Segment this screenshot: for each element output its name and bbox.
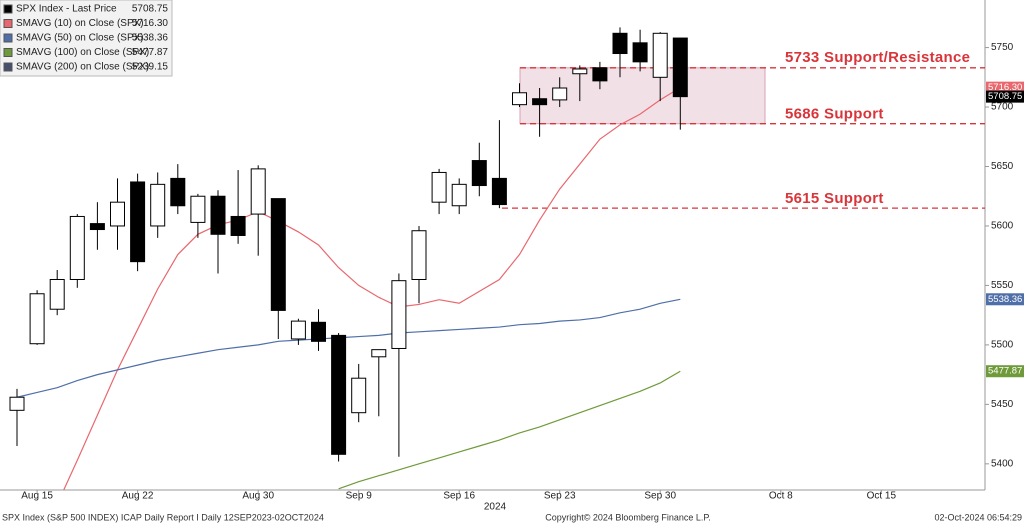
candle-body	[572, 68, 588, 75]
candle-body	[532, 98, 548, 106]
candle-body	[592, 67, 608, 82]
sma-line	[338, 370, 681, 490]
candle-body	[351, 377, 367, 414]
candle-body	[270, 198, 286, 311]
value-tag-label: 5538.36	[988, 294, 1022, 305]
y-tick-label: 5550	[991, 280, 1014, 291]
candle-body	[230, 215, 246, 236]
candle-body	[130, 181, 146, 263]
legend-swatch	[3, 4, 13, 14]
candle-body	[612, 32, 628, 55]
candle-body	[29, 293, 45, 345]
legend-swatch	[3, 33, 13, 43]
candle-body	[411, 230, 427, 280]
candle-body	[69, 215, 85, 280]
y-tick-label: 5450	[991, 399, 1014, 410]
legend-name: SMAVG (200) on Close (SPX)	[16, 62, 149, 73]
value-tag-label: 5708.75	[988, 91, 1022, 102]
legend-name: SMAVG (10) on Close (SPX)	[16, 18, 144, 29]
footer-right: 02-Oct-2024 06:54:29	[934, 512, 1022, 522]
candle-body	[431, 171, 447, 203]
y-tick-label: 5650	[991, 161, 1014, 172]
year-label: 2024	[484, 502, 507, 513]
sma-line	[16, 298, 681, 398]
legend-name: SPX Index - Last Price	[16, 4, 117, 15]
candle-body	[391, 280, 407, 349]
x-tick-label: Sep 16	[443, 491, 475, 502]
legend-value: 5716.30	[132, 18, 169, 29]
x-tick-label: Aug 15	[21, 491, 53, 502]
y-tick-label: 5400	[991, 458, 1014, 469]
candle-body	[150, 183, 166, 227]
legend-name: SMAVG (50) on Close (SPX)	[16, 33, 144, 44]
value-tag-label: 5477.87	[988, 366, 1022, 377]
candle-body	[9, 396, 25, 411]
x-tick-label: Sep 30	[644, 491, 676, 502]
candle-body	[190, 195, 206, 223]
annotation-label: 5686 Support	[785, 106, 884, 123]
x-tick-label: Aug 22	[122, 491, 154, 502]
x-tick-label: Oct 8	[769, 491, 793, 502]
candle-body	[371, 349, 387, 358]
legend-swatch	[3, 19, 13, 28]
candle-body	[331, 334, 347, 455]
candle-body	[170, 177, 186, 207]
legend-value: 5708.75	[132, 4, 169, 15]
y-tick-label: 5600	[991, 221, 1014, 232]
x-tick-label: Sep 23	[544, 491, 576, 502]
candle-body	[210, 195, 226, 235]
candle-body	[110, 201, 125, 227]
y-tick-label: 5750	[991, 42, 1014, 53]
candle-body	[89, 223, 105, 231]
legend-value: 5538.36	[132, 33, 169, 44]
candle-body	[491, 177, 507, 206]
x-tick-label: Oct 15	[867, 491, 897, 502]
candle-body	[311, 321, 326, 342]
plot-area	[9, 27, 985, 490]
value-tag	[986, 90, 1024, 103]
annotation-label: 5733 Support/Resistance	[785, 49, 970, 66]
legend-swatch	[3, 62, 13, 72]
value-tag	[986, 293, 1024, 306]
footer-center: Copyright© 2024 Bloomberg Finance L.P.	[545, 512, 711, 522]
legend	[0, 0, 173, 77]
legend-swatch	[3, 48, 13, 57]
legend-name: SMAVG (100) on Close (SPX)	[16, 47, 149, 58]
sma-line	[63, 87, 681, 490]
candle-body	[451, 183, 467, 207]
value-tag	[986, 365, 1024, 378]
candle-body	[49, 278, 65, 310]
value-tag-label: 5716.30	[988, 82, 1022, 93]
candle-body	[652, 32, 668, 78]
candle-body	[290, 320, 306, 340]
footer-left: SPX Index (S&P 500 INDEX) ICAP Daily Rep…	[2, 512, 324, 522]
candle-body	[250, 168, 266, 215]
x-tick-label: Sep 9	[346, 491, 373, 502]
legend-value: 5477.87	[132, 47, 169, 58]
y-tick-label: 5500	[991, 340, 1014, 351]
x-tick-label: Aug 30	[242, 491, 274, 502]
candle-body	[632, 42, 648, 63]
candle-body	[552, 87, 568, 101]
legend-value: 5239.15	[132, 62, 169, 73]
annotation-label: 5615 Support	[785, 190, 884, 207]
candle-body	[672, 37, 688, 98]
candle-body	[471, 160, 487, 187]
y-tick-label: 5700	[991, 102, 1014, 113]
candle-body	[512, 92, 527, 106]
